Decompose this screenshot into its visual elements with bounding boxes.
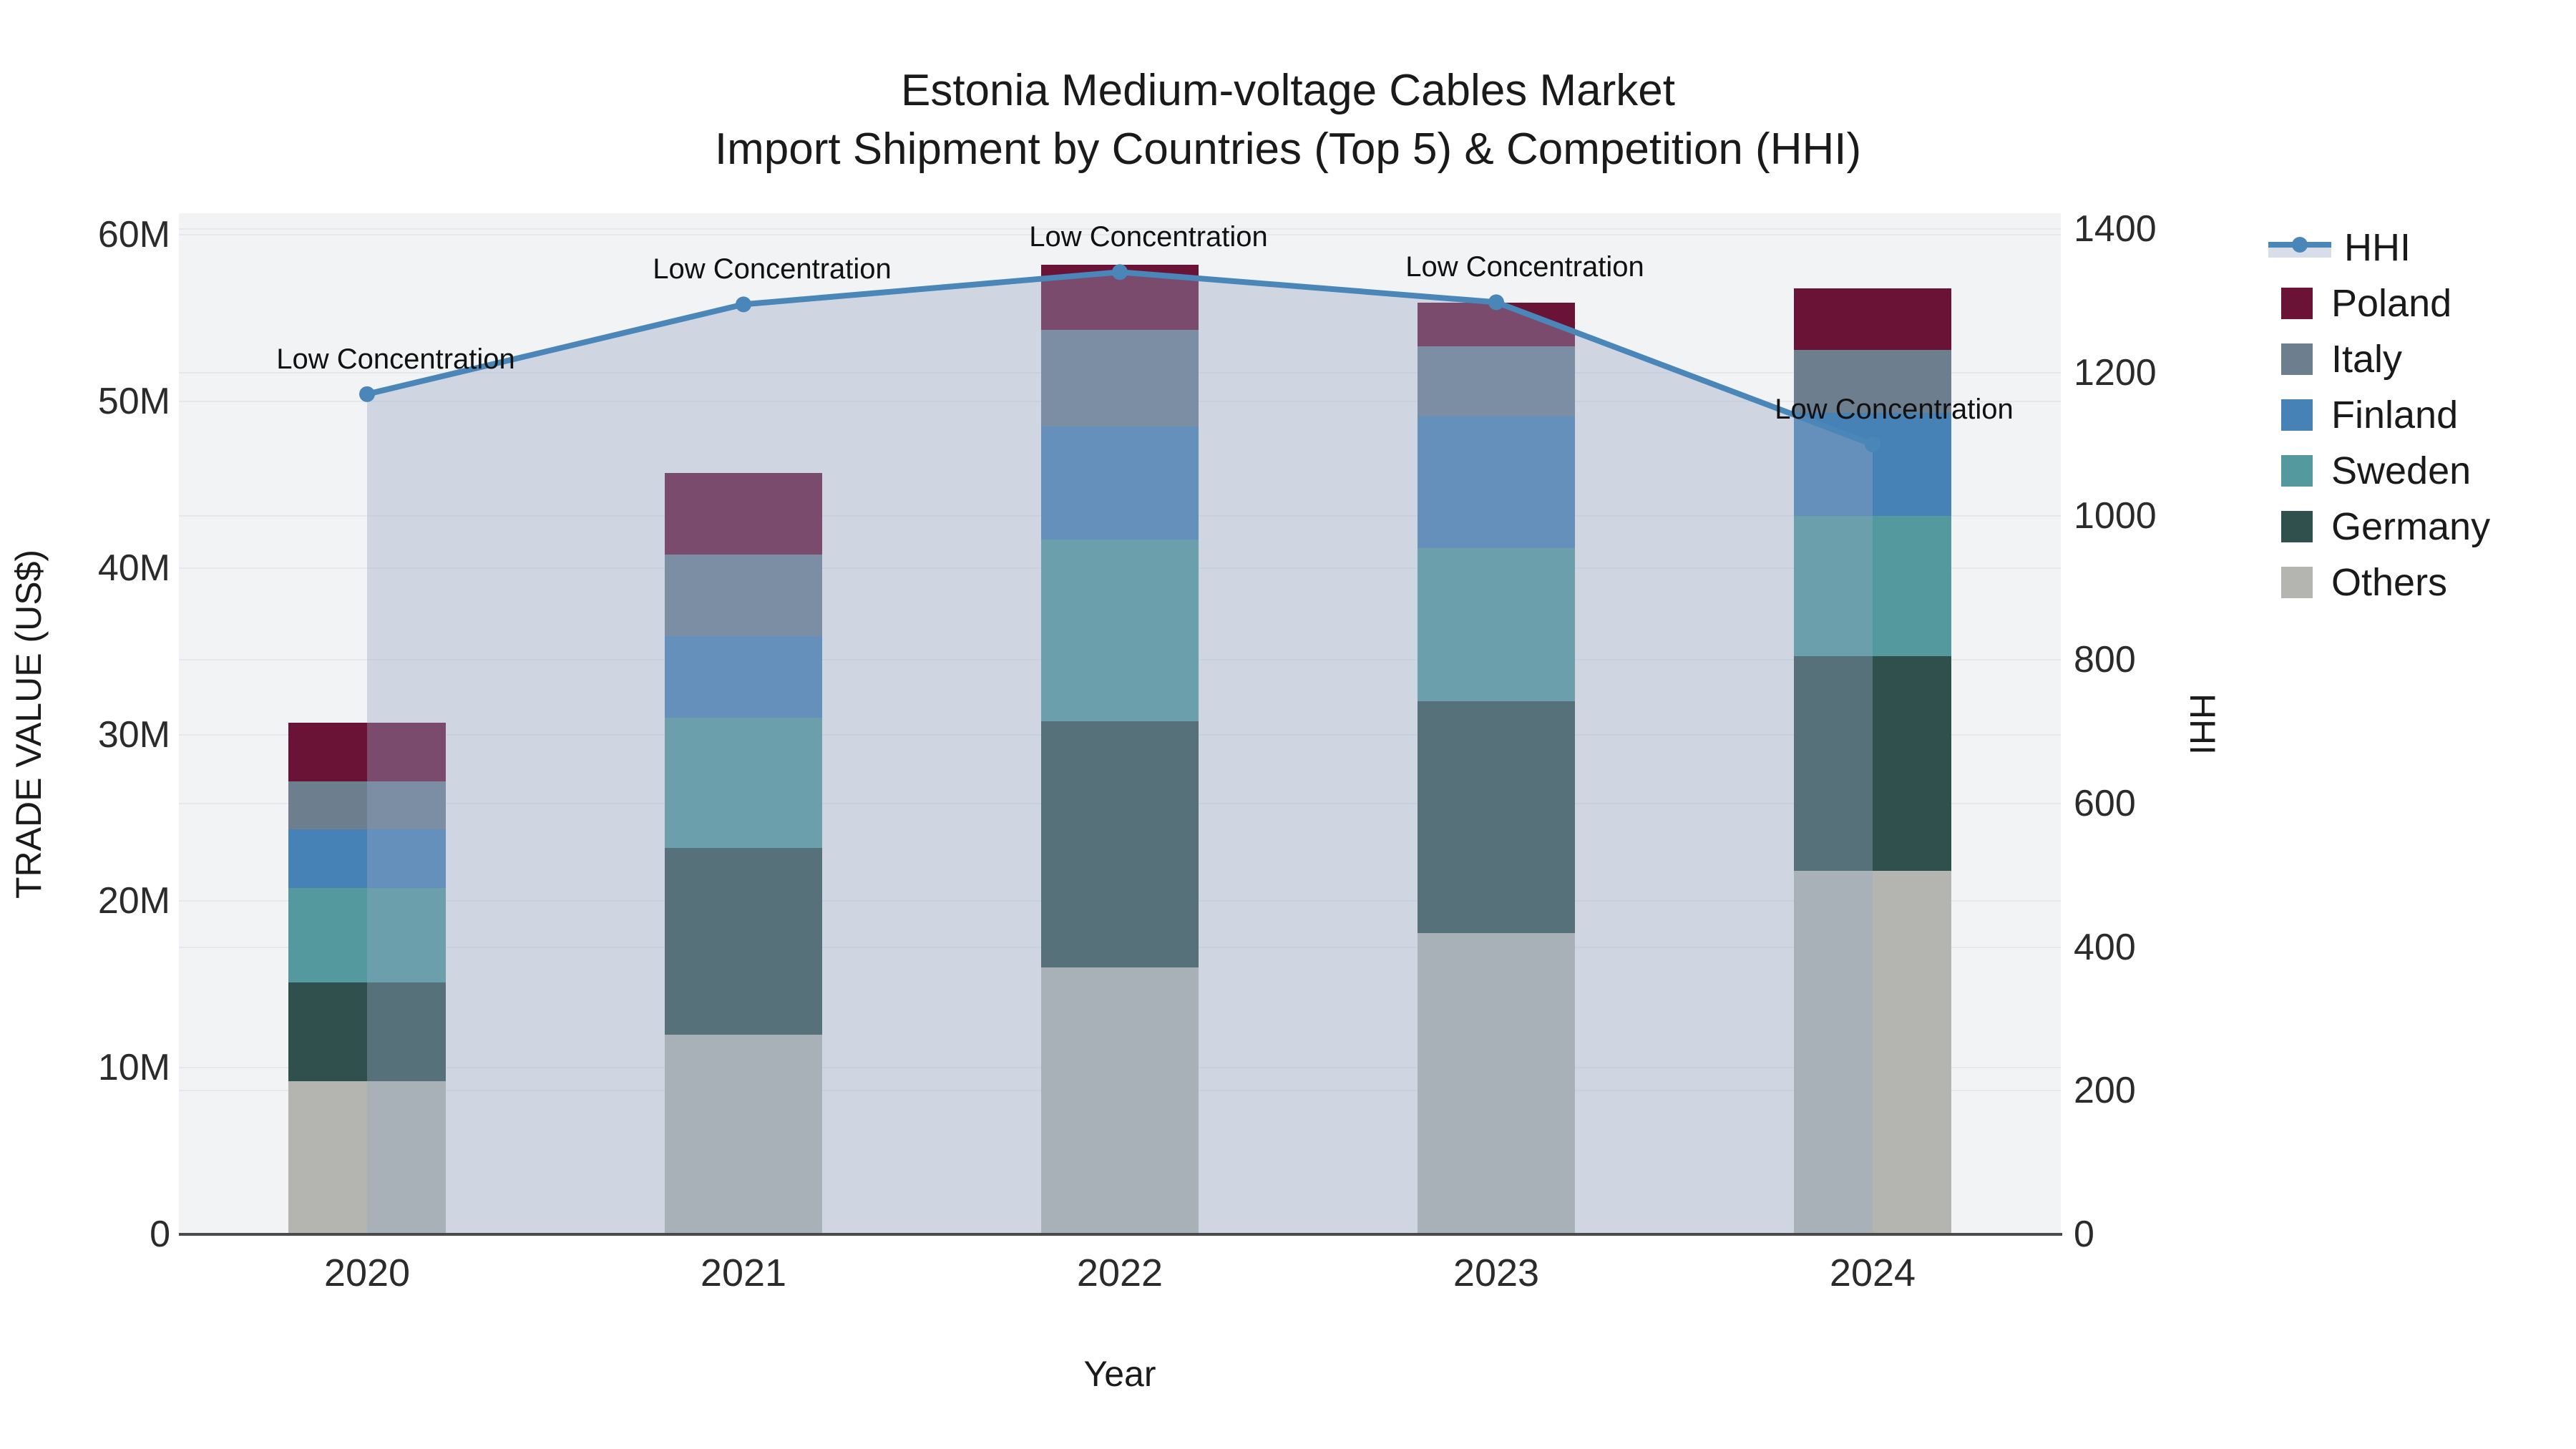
legend-item-finland[interactable]: Finland [2268,389,2458,441]
legend-label-poland: Poland [2331,282,2452,325]
title-block: Estonia Medium-voltage Cables Market Imp… [0,63,2576,180]
annotation-2020: Low Concentration [276,343,515,375]
y-left-tick-10M: 10M [97,1047,170,1089]
legend-swatch-sweden-icon [2281,455,2313,487]
hhi-marker-2022 [1112,264,1128,280]
x-tick-2023: 2023 [1453,1252,1540,1294]
gridline [179,234,2061,235]
y-left-tick-40M: 40M [97,547,170,589]
bar-segment-poland-2024 [1794,288,1951,350]
hhi-marker-2021 [736,296,751,313]
y-right-tick-0: 0 [2074,1214,2094,1255]
gridline [179,228,2061,230]
legend-item-others[interactable]: Others [2268,557,2447,608]
bar-segment-finland-2023 [1418,416,1575,548]
bar-segment-finland-2021 [665,636,822,718]
x-tick-2024: 2024 [1829,1252,1916,1294]
legend-label-others: Others [2331,561,2448,604]
bar-segment-germany-2020 [288,982,446,1081]
legend-swatch-poland-icon [2281,288,2313,319]
y-left-tick-50M: 50M [97,380,170,422]
hhi-line-layer [359,264,1880,1234]
bar-segment-sweden-2020 [288,887,446,983]
bar-segment-finland-2024 [1794,413,1951,517]
legend-label-italy: Italy [2331,338,2403,381]
legend-item-poland[interactable]: Poland [2268,278,2451,329]
y-right-tick-400: 400 [2074,926,2136,968]
bar-segment-others-2020 [288,1080,446,1234]
bar-segment-poland-2020 [288,723,446,781]
legend-label-hhi: HHI [2344,226,2411,269]
x-tick-2022: 2022 [1076,1252,1163,1294]
bar-segment-germany-2023 [1418,701,1575,933]
y-right-tick-800: 800 [2074,639,2136,681]
bar-segment-sweden-2021 [665,718,822,848]
x-axis-title: Year [1083,1354,1156,1394]
bar-segment-others-2022 [1041,967,1199,1234]
bar-segment-sweden-2023 [1418,547,1575,701]
bar-segment-poland-2021 [665,472,822,555]
hhi-area-fill [367,272,1873,1234]
legend-swatch-finland-icon [2281,399,2313,431]
hhi-marker-2024 [1865,436,1880,453]
bar-segment-sweden-2024 [1794,516,1951,657]
y-left-tick-20M: 20M [97,880,170,922]
y-right-tick-1200: 1200 [2074,351,2157,394]
legend-label-finland: Finland [2331,394,2459,436]
y-right-tick-1400: 1400 [2074,208,2157,250]
x-axis-line [179,1233,2062,1236]
legend-item-italy[interactable]: Italy [2268,333,2402,385]
bar-segment-germany-2022 [1041,721,1199,968]
legend-item-sweden[interactable]: Sweden [2268,445,2471,497]
y-left-tick-30M: 30M [97,713,170,756]
bar-segment-italy-2022 [1041,329,1199,426]
plot-area: Low Concentration Low Concentration Low Co… [179,213,2061,1234]
y-left-tick-0: 0 [150,1214,170,1255]
bar-segment-italy-2020 [288,781,446,830]
y-left-tick-60M: 60M [97,214,170,255]
y-axis-right-title: HHI [2182,693,2223,756]
legend-item-hhi[interactable]: HHI [2268,222,2411,273]
annotation-2022: Low Concentration [1029,221,1268,253]
bar-segment-italy-2023 [1418,346,1575,416]
bar-segment-finland-2022 [1041,426,1199,540]
y-right-tick-200: 200 [2074,1070,2136,1112]
x-tick-2021: 2021 [700,1252,787,1294]
legend-swatch-germany-icon [2281,511,2313,542]
x-tick-2020: 2020 [323,1252,411,1294]
bar-segment-others-2021 [665,1034,822,1234]
hhi-marker-2023 [1488,294,1504,311]
y-right-tick-600: 600 [2074,782,2136,824]
hhi-marker-2020 [359,386,375,402]
bar-segment-germany-2024 [1794,656,1951,872]
legend-item-germany[interactable]: Germany [2268,501,2490,552]
chart-title: Estonia Medium-voltage Cables Market [900,66,1676,115]
legend-label-germany: Germany [2331,505,2491,548]
bar-segment-italy-2021 [665,555,822,637]
legend-swatch-others-icon [2281,567,2313,598]
bar-segment-others-2023 [1418,932,1575,1234]
annotation-2024: Low Concentration [1775,394,2014,426]
annotation-2021: Low Concentration [653,253,892,286]
chart-subtitle: Import Shipment by Countries (Top 5) & C… [714,125,1862,174]
bar-segment-italy-2024 [1794,349,1951,414]
y-right-tick-1000: 1000 [2074,495,2157,537]
hhi-line-sample-icon [2268,232,2331,263]
annotation-2023: Low Concentration [1405,251,1644,283]
bar-segment-others-2024 [1794,871,1951,1234]
legend-label-sweden: Sweden [2331,449,2472,492]
bar-segment-sweden-2022 [1041,540,1199,721]
legend-swatch-italy-icon [2281,343,2313,375]
bar-segment-finland-2020 [288,829,446,888]
bar-segment-germany-2021 [665,847,822,1035]
